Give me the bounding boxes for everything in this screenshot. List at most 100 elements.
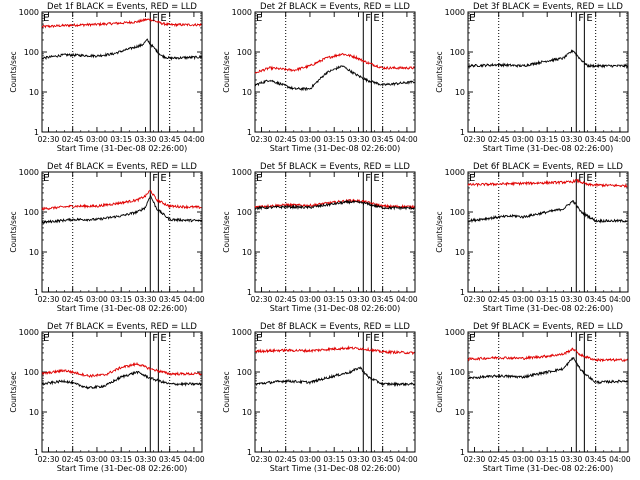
interval-marker-label: F (578, 333, 584, 344)
interval-marker-label: E (469, 13, 475, 24)
plot-frame (254, 11, 416, 133)
x-tick-label: 02:45 (275, 295, 297, 304)
series-line-lld (254, 345, 415, 356)
x-tick-label: 02:30 (38, 295, 60, 304)
series-line-events (41, 38, 202, 61)
x-axis-label: Start Time (31-Dec-08 02:26:00) (483, 464, 614, 473)
detector-panel: Det 5f BLACK = Events, RED = LLD 1 10 100 10… (222, 162, 418, 313)
x-tick-label: 03:45 (585, 455, 607, 464)
x-tick-label: 02:30 (464, 135, 486, 144)
x-tick-label: 03:00 (299, 135, 321, 144)
x-axis-label: Start Time (31-Dec-08 02:26:00) (57, 144, 188, 153)
interval-marker-label: E (160, 333, 166, 344)
x-tick-label: 03:00 (512, 135, 534, 144)
x-tick-label: 03:00 (512, 295, 534, 304)
series-line-events (254, 366, 415, 387)
y-tick-label: 100 (24, 48, 39, 57)
x-tick-label: 03:30 (561, 295, 583, 304)
y-tick-label: 1 (460, 448, 465, 457)
y-axis-label: Counts/sec (222, 211, 231, 252)
interval-marker-label: E (373, 333, 379, 344)
panel-title: Det 5f BLACK = Events, RED = LLD (260, 162, 410, 172)
x-tick-label: 04:00 (183, 295, 205, 304)
interval-marker-label: F (365, 13, 371, 24)
x-tick-label: 03:30 (561, 135, 583, 144)
x-tick-label: 02:30 (38, 455, 60, 464)
x-tick-label: 03:45 (372, 135, 394, 144)
y-axis-label: Counts/sec (9, 211, 18, 252)
panel-title: Det 7f BLACK = Events, RED = LLD (47, 322, 197, 332)
y-tick-label: 1 (34, 288, 39, 297)
plot-frame (467, 331, 629, 453)
x-tick-label: 04:00 (396, 135, 418, 144)
x-tick-label: 03:45 (159, 455, 181, 464)
panel-title: Det 3f BLACK = Events, RED = LLD (473, 2, 623, 12)
panel-title: Det 8f BLACK = Events, RED = LLD (260, 322, 410, 332)
x-axis-label: Start Time (31-Dec-08 02:26:00) (483, 144, 614, 153)
interval-marker-label: E (373, 173, 379, 184)
interval-marker-label: E (256, 333, 262, 344)
x-axis-label: Start Time (31-Dec-08 02:26:00) (483, 304, 614, 313)
y-tick-label: 100 (24, 208, 39, 217)
x-tick-label: 03:15 (110, 455, 132, 464)
panel-title: Det 2f BLACK = Events, RED = LLD (260, 2, 410, 12)
y-tick-label: 10 (455, 248, 465, 257)
interval-marker-label: E (43, 13, 49, 24)
y-tick-label: 1000 (445, 8, 465, 17)
x-tick-label: 02:30 (251, 455, 273, 464)
x-tick-label: 03:45 (159, 295, 181, 304)
series-line-lld (41, 189, 202, 211)
x-tick-label: 02:45 (62, 135, 84, 144)
y-tick-label: 1000 (19, 168, 39, 177)
x-tick-label: 02:45 (488, 295, 510, 304)
interval-marker-label: E (160, 13, 166, 24)
x-tick-label: 04:00 (183, 135, 205, 144)
detector-panel: Det 4f BLACK = Events, RED = LLD 1 10 100 10… (9, 162, 205, 313)
x-tick-label: 03:00 (299, 455, 321, 464)
x-tick-label: 02:30 (464, 295, 486, 304)
series-line-events (467, 356, 628, 385)
y-tick-label: 1000 (19, 8, 39, 17)
x-tick-label: 02:30 (464, 455, 486, 464)
panel-title: Det 9f BLACK = Events, RED = LLD (473, 322, 623, 332)
y-tick-label: 100 (450, 208, 465, 217)
y-axis-label: Counts/sec (222, 51, 231, 92)
y-tick-label: 10 (29, 88, 39, 97)
x-tick-label: 03:45 (372, 295, 394, 304)
detector-panel: Det 7f BLACK = Events, RED = LLD 1 10 100 10… (9, 322, 205, 473)
panel-title: Det 4f BLACK = Events, RED = LLD (47, 162, 197, 172)
x-tick-label: 03:15 (323, 135, 345, 144)
x-tick-label: 03:30 (561, 455, 583, 464)
y-tick-label: 1000 (445, 168, 465, 177)
y-tick-label: 1000 (19, 328, 39, 337)
x-tick-label: 03:45 (372, 455, 394, 464)
y-tick-label: 1 (247, 448, 252, 457)
plot-frame (41, 11, 203, 133)
x-tick-label: 03:30 (348, 135, 370, 144)
interval-marker-label: E (586, 333, 592, 344)
x-tick-label: 02:30 (251, 135, 273, 144)
y-tick-label: 1 (34, 448, 39, 457)
series-line-lld (41, 361, 202, 378)
x-tick-label: 03:15 (110, 295, 132, 304)
interval-marker-label: E (256, 13, 262, 24)
y-tick-label: 100 (237, 48, 252, 57)
x-tick-label: 03:30 (135, 135, 157, 144)
series-line-events (254, 65, 415, 92)
series-line-events (41, 370, 202, 390)
series-line-events (41, 194, 202, 224)
x-axis-label: Start Time (31-Dec-08 02:26:00) (57, 464, 188, 473)
plot-frame (41, 171, 203, 293)
interval-marker-label: E (373, 13, 379, 24)
series-line-lld (254, 52, 415, 74)
x-tick-label: 03:30 (348, 455, 370, 464)
series-line-events (467, 49, 628, 69)
series-line-lld (41, 17, 202, 29)
plot-frame (467, 11, 629, 133)
interval-marker-label: E (586, 173, 592, 184)
detector-panel: Det 3f BLACK = Events, RED = LLD 1 10 100 10… (435, 2, 631, 153)
x-tick-label: 03:45 (585, 295, 607, 304)
interval-marker-label: E (469, 333, 475, 344)
y-tick-label: 10 (242, 408, 252, 417)
